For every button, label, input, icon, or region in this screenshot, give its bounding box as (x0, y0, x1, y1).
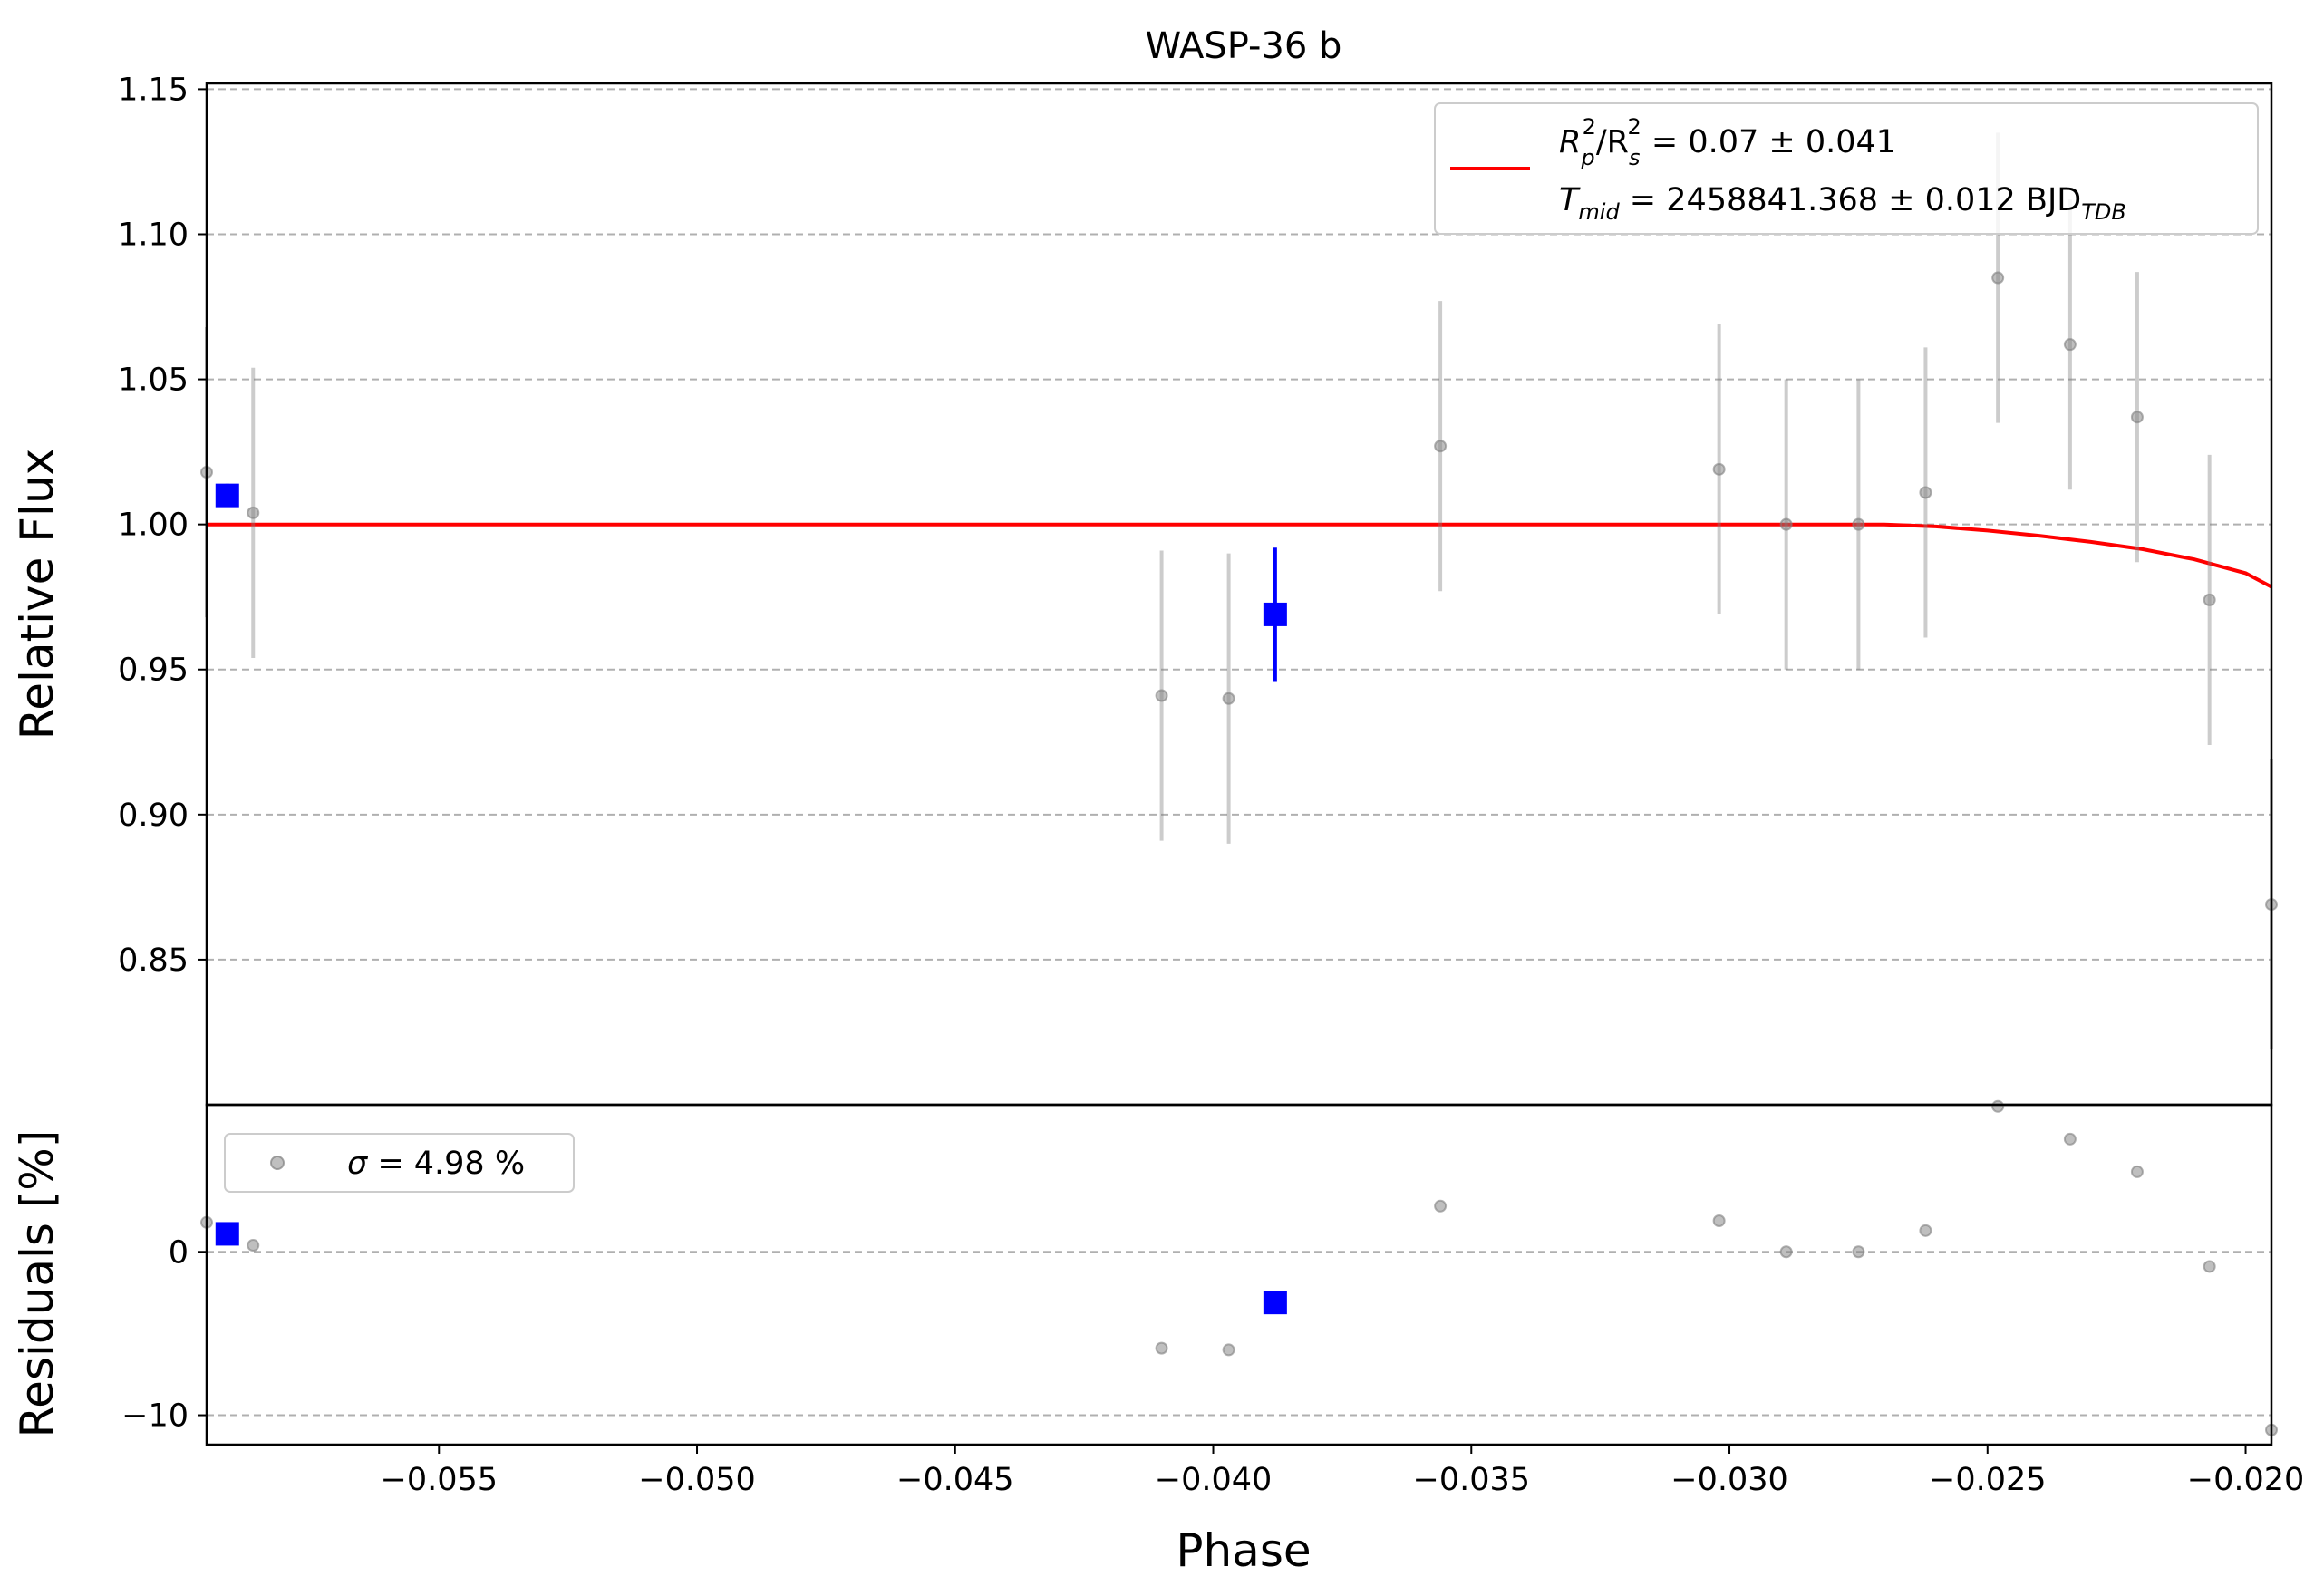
bottom-y-tick-label: −10 (121, 1398, 189, 1435)
x-tick-label: −0.050 (638, 1462, 756, 1498)
model-line (207, 522, 2272, 589)
residual-point (1779, 1245, 1793, 1259)
top-y-tick-label: 0.85 (118, 943, 189, 979)
residual-legend: σ = 4.98 % (224, 1133, 575, 1193)
residual-point (1852, 1245, 1865, 1259)
data-point (2063, 338, 2077, 352)
binned-point (1263, 602, 1287, 626)
top-y-tick-label: 1.05 (118, 363, 189, 399)
top-y-tick-label: 1.10 (118, 217, 189, 253)
chart-title: WASP-36 b (1146, 25, 1342, 67)
x-tick-label: −0.025 (1929, 1462, 2047, 1498)
x-tick-label: −0.035 (1413, 1462, 1531, 1498)
residual-point (1712, 1214, 1726, 1228)
binned-residual-point (1263, 1291, 1287, 1315)
binned-residual-point (215, 1222, 239, 1246)
data-point (1991, 271, 2005, 285)
data-point (2130, 411, 2144, 424)
residual-point (1919, 1224, 1932, 1237)
x-tick-label: −0.055 (381, 1462, 499, 1498)
top-legend: Rp2/Rs2 = 0.07 ± 0.041 Tmid = 2458841.36… (1434, 102, 2259, 235)
top-legend-box (1434, 102, 2259, 235)
top-panel-binned-points (215, 483, 1287, 682)
bottom-panel-grid (207, 1251, 2271, 1417)
bottom-panel-y-label: Residuals [%] (11, 1130, 63, 1438)
top-y-tick-label: 0.95 (118, 653, 189, 689)
data-point (2203, 593, 2216, 606)
residual-point (1991, 1099, 2005, 1113)
data-point (1779, 517, 1793, 531)
legend-residual-marker (270, 1156, 285, 1170)
data-point (1222, 692, 1235, 705)
x-tick-label: −0.020 (2187, 1462, 2305, 1498)
bottom-panel-frame (205, 1103, 2273, 1446)
top-y-tick-label: 1.15 (118, 72, 189, 108)
x-axis-ticks: −0.055 −0.050 −0.045 −0.040 −0.035 −0.030 −0.0… (381, 1445, 2305, 1498)
x-tick-label: −0.040 (1155, 1462, 1273, 1498)
residual-point (2063, 1132, 2077, 1146)
residual-point (1434, 1199, 1448, 1213)
data-point (1919, 486, 1932, 499)
binned-point (215, 483, 239, 508)
top-panel-frame (205, 82, 2273, 1107)
bottom-panel-binned-residuals (215, 1222, 1287, 1315)
residual-point (1155, 1341, 1168, 1355)
bottom-y-tick-label: 0 (169, 1234, 189, 1271)
data-point (1434, 440, 1448, 453)
top-y-tick-label: 0.90 (118, 798, 189, 834)
residual-point (2130, 1165, 2144, 1178)
residual-legend-box (224, 1133, 575, 1193)
top-y-tick-label: 1.00 (118, 508, 189, 544)
legend-rp-rs-text: Rp2/Rs2 = 0.07 ± 0.041 (1559, 114, 1896, 170)
legend-tmid-text: Tmid = 2458841.368 ± 0.012 BJDTDB (1559, 182, 2126, 225)
data-point (247, 506, 260, 519)
x-tick-label: −0.045 (896, 1462, 1014, 1498)
transit-model-curve (207, 522, 2272, 589)
residual-point (247, 1239, 260, 1253)
bottom-panel-y-ticks: −10 0 (121, 1234, 207, 1435)
top-panel-data-points (200, 132, 2278, 1050)
residual-point (1222, 1343, 1235, 1357)
top-panel-y-label: Relative Flux (11, 449, 63, 740)
x-axis-label: Phase (1176, 1524, 1311, 1577)
legend-sigma-text: σ = 4.98 % (347, 1146, 525, 1182)
data-point (1852, 517, 1865, 531)
x-tick-label: −0.030 (1670, 1462, 1788, 1498)
data-point (1712, 462, 1726, 476)
residual-point (2203, 1260, 2216, 1273)
data-point (1155, 689, 1168, 702)
top-panel-y-ticks: 0.85 0.90 0.95 1.00 1.05 1.10 1.15 (118, 72, 207, 979)
